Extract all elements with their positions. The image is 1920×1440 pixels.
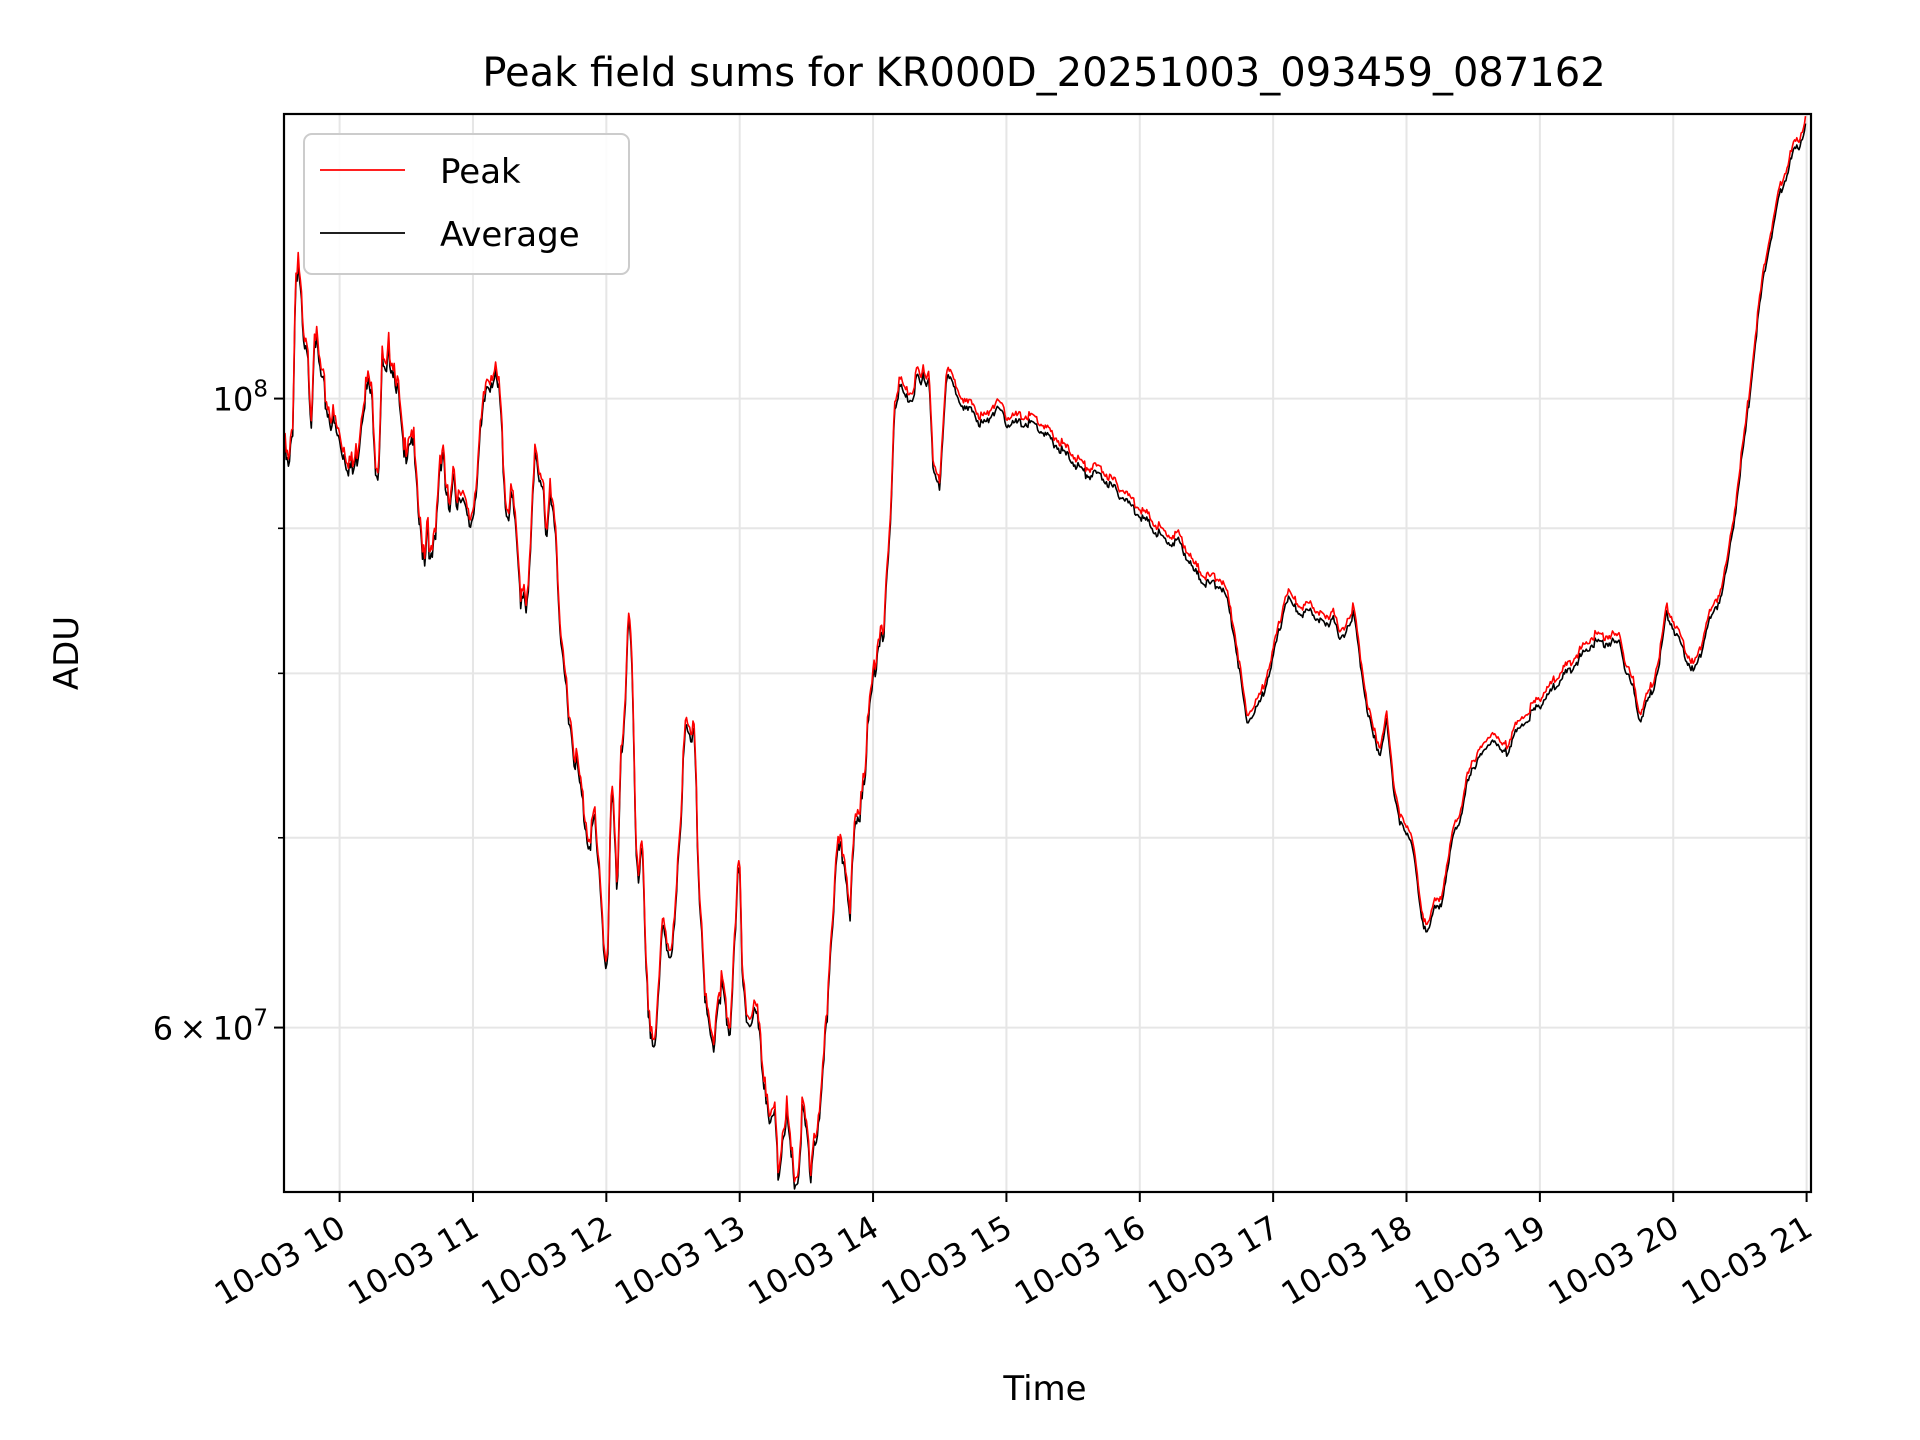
plot-area-frame bbox=[282, 112, 1813, 1194]
x-axis-label: Time bbox=[1002, 1369, 1086, 1409]
legend: Peak Average bbox=[303, 133, 630, 275]
series-layer bbox=[283, 115, 1807, 1190]
y-tick-label: 108 bbox=[213, 377, 268, 419]
chart-title: Peak field sums for KR000D_20251003_0934… bbox=[482, 50, 1605, 96]
y-tick-label: 6 × 107 bbox=[153, 1006, 268, 1048]
series-line-peak bbox=[283, 115, 1807, 1183]
y-axis-label: ADU bbox=[47, 616, 87, 690]
legend-box bbox=[303, 133, 630, 275]
y-axis: 6 × 107 108 bbox=[153, 377, 284, 1048]
legend-label-peak: Peak bbox=[440, 152, 521, 192]
legend-label-average: Average bbox=[440, 215, 580, 255]
gridlines bbox=[284, 114, 1811, 1192]
